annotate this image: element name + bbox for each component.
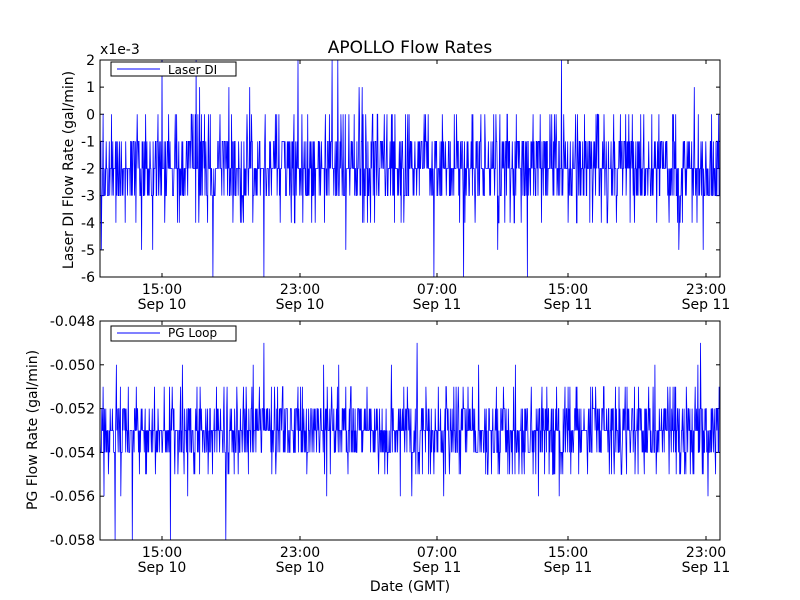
pg-loop-y-tick-label: -0.054 — [50, 445, 95, 461]
laser-di-y-tick-label: 2 — [86, 53, 95, 69]
pg-loop-y-tick-label: -0.048 — [50, 314, 95, 330]
pg-loop-y-tick-label: -0.056 — [50, 489, 95, 505]
laser-di-plot-frame — [99, 59, 721, 278]
pg-loop-x-tick-time: 23:00 — [686, 545, 726, 561]
pg-loop-x-tick-time: 15:00 — [548, 545, 588, 561]
laser-di-y-tick-label: -5 — [81, 243, 95, 259]
laser-di-x-tick-date: Sep 11 — [544, 297, 593, 313]
laser-di-x-tick-time: 23:00 — [686, 282, 726, 298]
laser-di-y-axis-label: Laser DI Flow Rate (gal/min) — [61, 71, 77, 269]
laser-di-x-tick-date: Sep 10 — [276, 297, 325, 313]
laser-di-series-line — [100, 60, 720, 277]
pg-loop-legend-label: PG Loop — [168, 326, 217, 340]
laser-di-x-tick-date: Sep 10 — [138, 297, 187, 313]
pg-loop-x-tick-date: Sep 11 — [544, 560, 593, 576]
laser-di-legend-box — [110, 61, 237, 77]
pg-loop-x-tick-date: Sep 10 — [276, 560, 325, 576]
pg-loop-x-tick-date: Sep 11 — [682, 560, 731, 576]
pg-loop-panel: PG Flow Rate (gal/min) -0.048 -0.050 -0.05… — [25, 314, 730, 576]
pg-loop-series-line — [100, 342, 720, 540]
pg-loop-x-tick-date: Sep 11 — [413, 560, 462, 576]
pg-loop-y-tick-label: -0.058 — [50, 533, 95, 549]
laser-di-x-tick-time: 15:00 — [548, 282, 588, 298]
pg-loop-x-tick-time: 23:00 — [280, 545, 320, 561]
laser-di-y-tick-label: -6 — [81, 270, 95, 286]
laser-di-x-tick-time: 15:00 — [142, 282, 182, 298]
laser-di-legend-label: Laser DI — [168, 63, 217, 77]
laser-di-y-tick-label: -1 — [81, 134, 95, 150]
laser-di-y-tick-label: 1 — [86, 80, 95, 96]
laser-di-y-tick-label: 0 — [86, 107, 95, 123]
pg-loop-x-tick-time: 07:00 — [417, 545, 457, 561]
laser-di-x-tick-time: 23:00 — [280, 282, 320, 298]
pg-loop-x-tick-time: 15:00 — [142, 545, 182, 561]
pg-loop-legend-box — [110, 325, 237, 342]
x-axis-label: Date (GMT) — [370, 579, 450, 595]
laser-di-x-tick-date: Sep 11 — [682, 297, 731, 313]
laser-di-legend: Laser DI — [110, 61, 237, 77]
laser-di-y-tick-label: -3 — [81, 189, 95, 205]
pg-loop-series-path — [100, 342, 720, 540]
laser-di-series-path — [100, 60, 720, 277]
laser-di-x-tick-time: 07:00 — [417, 282, 457, 298]
pg-loop-plot-frame — [99, 320, 721, 541]
laser-di-y-multiplier: x1e-3 — [100, 42, 140, 58]
chart-title: APOLLO Flow Rates — [328, 38, 493, 58]
pg-loop-y-tick-label: -0.050 — [50, 358, 95, 374]
pg-loop-legend: PG Loop — [110, 325, 237, 342]
laser-di-panel: Laser DI Flow Rate (gal/min) x1e-3 2 1 0 -1… — [61, 42, 730, 313]
pg-loop-y-tick-label: -0.052 — [50, 402, 95, 418]
laser-di-y-tick-label: -2 — [81, 162, 95, 178]
laser-di-x-tick-date: Sep 11 — [413, 297, 462, 313]
laser-di-y-tick-label: -4 — [81, 216, 95, 232]
pg-loop-x-tick-date: Sep 10 — [138, 560, 187, 576]
pg-loop-y-axis-label: PG Flow Rate (gal/min) — [25, 350, 41, 510]
